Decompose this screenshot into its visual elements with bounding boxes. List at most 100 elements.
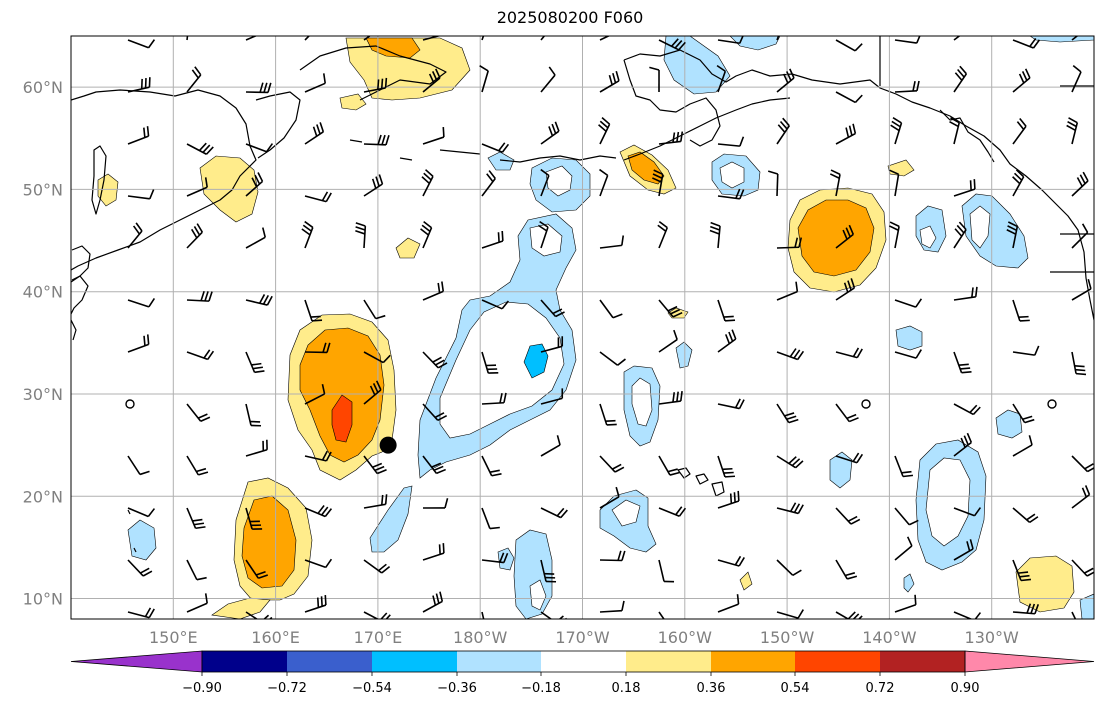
wind-barb <box>540 336 564 353</box>
wind-barb <box>1012 37 1041 49</box>
contour-region <box>611 499 641 527</box>
coastline-segment <box>677 467 691 479</box>
wind-barb <box>304 595 327 613</box>
wind-barb <box>599 70 620 93</box>
wind-barb <box>717 455 736 478</box>
contour-region <box>365 37 421 59</box>
wind-barb <box>186 593 208 613</box>
wind-barb <box>717 398 745 410</box>
wind-barb <box>186 349 215 361</box>
wind-barb <box>422 498 449 509</box>
wind-barb <box>537 220 549 249</box>
lon-tick-label: 150°E <box>149 628 198 647</box>
wind-barb <box>304 36 311 41</box>
wind-barb <box>1012 559 1032 582</box>
wind-barb <box>186 142 214 155</box>
lat-tick-label: 60°N <box>23 78 63 97</box>
contour-region <box>667 307 689 319</box>
contour-region <box>1015 555 1075 613</box>
contour-region <box>895 325 923 351</box>
lat-lon-grid <box>71 36 1094 619</box>
wind-barb <box>894 507 919 526</box>
wind-barb <box>481 142 510 154</box>
coastline-segment <box>349 139 363 143</box>
wind-barb <box>776 68 795 93</box>
wind-barb <box>1071 611 1077 619</box>
wind-barb <box>717 36 744 45</box>
wind-barb <box>949 117 960 145</box>
wind-barb <box>481 351 499 374</box>
calm-wind-circle <box>125 399 135 409</box>
wind-barb <box>304 299 323 322</box>
wind-barb <box>304 558 333 569</box>
coastline-segment <box>255 91 301 159</box>
wind-barb <box>1071 455 1094 473</box>
wind-barb <box>1071 559 1094 577</box>
wind-barb <box>245 403 262 427</box>
wind-barb <box>717 188 745 200</box>
wind-barb <box>304 342 331 354</box>
wind-barb <box>245 351 265 374</box>
wind-barb <box>540 36 546 41</box>
lon-tick-label: 170°E <box>354 628 403 647</box>
wind-barb <box>186 290 213 302</box>
coastline-segment <box>399 157 413 161</box>
wind-barb <box>599 455 625 473</box>
wind-barb <box>127 77 151 93</box>
wind-barb <box>304 191 332 203</box>
contour-region <box>675 341 693 369</box>
wind-barb <box>835 39 863 52</box>
wind-barb <box>127 559 153 577</box>
map-title: 2025080200 F060 <box>496 8 644 27</box>
coastline-segment <box>939 109 995 163</box>
wind-barb <box>657 220 669 249</box>
coastline-segment <box>623 49 1094 321</box>
wind-barb <box>127 298 156 308</box>
storm-center-marker <box>379 436 397 454</box>
wind-barb <box>245 36 258 41</box>
coastline-segment <box>133 547 137 553</box>
wind-barb <box>304 505 333 518</box>
contour-region <box>529 579 547 611</box>
colorbar-segment <box>626 651 711 672</box>
wind-barb <box>245 611 273 619</box>
wind-barb <box>776 559 802 577</box>
contour-region <box>729 36 781 51</box>
colorbar-segment <box>287 651 372 672</box>
wind-barb <box>776 609 804 619</box>
wind-barb <box>481 611 485 619</box>
wind-barb <box>717 555 745 567</box>
wind-barb <box>304 122 325 145</box>
wind-barb <box>481 230 504 249</box>
colorbar-tick-label: −0.36 <box>437 681 477 696</box>
wind-barb <box>709 221 721 249</box>
wind-barb <box>953 539 974 561</box>
lon-tick-label: 160°W <box>658 628 713 647</box>
lon-tick-label: 150°W <box>760 628 815 647</box>
coastline-segment <box>623 59 721 147</box>
lat-tick-label: 50°N <box>23 180 63 199</box>
lon-tick-label: 160°E <box>251 628 300 647</box>
wind-barb <box>1071 36 1079 41</box>
wind-barb <box>422 127 445 145</box>
wind-barb <box>363 351 391 364</box>
wind-barb <box>422 543 445 561</box>
wind-barb <box>245 294 273 306</box>
colorbar-segment <box>711 651 795 672</box>
contour-region <box>339 93 367 111</box>
longitude-labels: 150°E 160°E 170°E 180°W 170°W 160°W 150°W 140°W… <box>149 628 1019 647</box>
wind-barb <box>363 494 388 509</box>
coastline-segment <box>299 45 447 101</box>
wind-barb <box>953 286 978 301</box>
wind-barb <box>658 506 687 517</box>
wind-barb <box>421 169 434 197</box>
wind-barb <box>835 559 858 580</box>
coastline-segment <box>71 319 77 341</box>
wind-barb <box>540 388 564 405</box>
wind-barb <box>127 222 143 249</box>
wind-barb <box>186 223 204 249</box>
wind-barb <box>186 559 207 581</box>
coastline-segment <box>439 149 481 155</box>
wind-barb <box>1012 603 1040 615</box>
wind-barb <box>717 594 740 613</box>
